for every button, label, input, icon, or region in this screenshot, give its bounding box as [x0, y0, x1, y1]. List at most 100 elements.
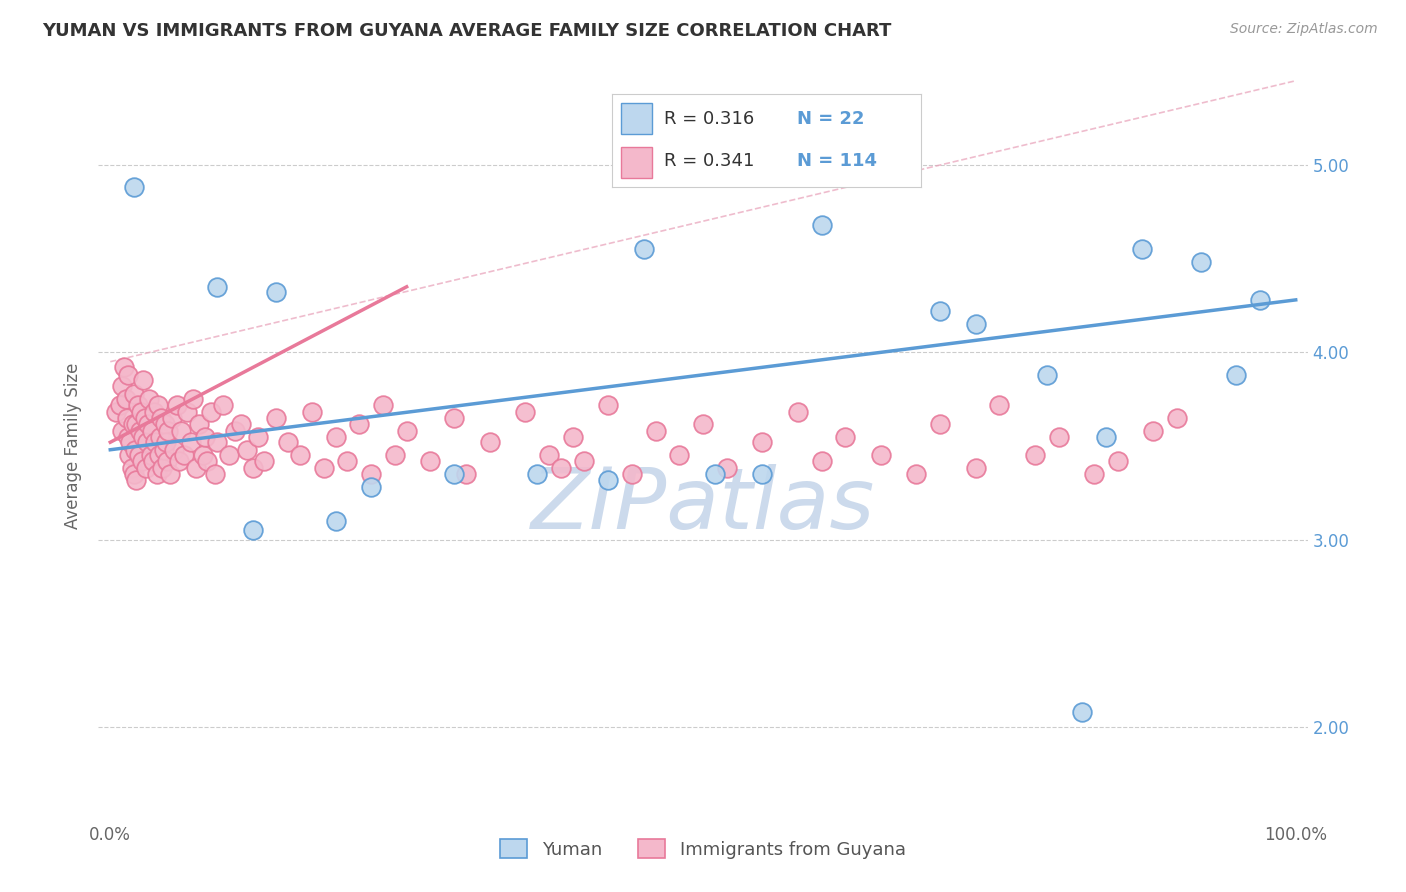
Point — [139, 449, 162, 463]
Point — [145, 467, 167, 482]
Point — [526, 467, 548, 482]
Point — [1047, 430, 1070, 444]
Point — [751, 435, 773, 450]
Point — [360, 480, 382, 494]
Point — [194, 430, 217, 444]
Point — [136, 435, 159, 450]
Point — [135, 461, 157, 475]
FancyBboxPatch shape — [621, 147, 652, 178]
Point — [120, 435, 142, 450]
FancyBboxPatch shape — [621, 103, 652, 134]
Point — [155, 435, 177, 450]
Point — [105, 405, 128, 419]
Point — [117, 368, 139, 382]
Point — [143, 405, 166, 419]
Point — [108, 398, 131, 412]
Point — [125, 473, 148, 487]
Point — [134, 411, 156, 425]
Point — [129, 424, 152, 438]
Point — [132, 430, 155, 444]
Point — [167, 454, 190, 468]
Point — [869, 449, 891, 463]
Point — [644, 424, 666, 438]
Point — [160, 411, 183, 425]
Text: YUMAN VS IMMIGRANTS FROM GUYANA AVERAGE FAMILY SIZE CORRELATION CHART: YUMAN VS IMMIGRANTS FROM GUYANA AVERAGE … — [42, 22, 891, 40]
Point — [197, 454, 219, 468]
Point — [128, 449, 150, 463]
Point — [124, 442, 146, 457]
Point — [1036, 368, 1059, 382]
Point — [550, 461, 572, 475]
Point — [537, 449, 560, 463]
Point — [1142, 424, 1164, 438]
Point — [157, 424, 180, 438]
Point — [384, 449, 406, 463]
Point — [125, 417, 148, 431]
Point — [633, 243, 655, 257]
Point — [264, 411, 287, 425]
Point — [235, 442, 257, 457]
Point — [716, 461, 738, 475]
Text: ZIPatlas: ZIPatlas — [531, 465, 875, 548]
Point — [515, 405, 537, 419]
Point — [205, 435, 228, 450]
Point — [598, 398, 620, 412]
Point — [142, 454, 165, 468]
Point — [419, 454, 441, 468]
Point — [191, 449, 214, 463]
Point — [173, 449, 195, 463]
Point — [166, 398, 188, 412]
Point — [360, 467, 382, 482]
Point — [152, 461, 174, 475]
Point — [114, 392, 136, 407]
Point — [180, 435, 202, 450]
Point — [114, 360, 136, 375]
Point — [181, 392, 204, 407]
Point — [229, 417, 252, 431]
Point — [218, 449, 240, 463]
Point — [1225, 368, 1247, 382]
Point — [1024, 449, 1046, 463]
Point — [148, 449, 170, 463]
Point — [247, 430, 270, 444]
Point — [132, 374, 155, 388]
Point — [325, 430, 347, 444]
Point — [347, 417, 370, 431]
Point — [1189, 255, 1212, 269]
Point — [131, 454, 153, 468]
Point — [253, 454, 276, 468]
Point — [561, 430, 583, 444]
Text: R = 0.316: R = 0.316 — [664, 110, 755, 128]
Point — [598, 473, 620, 487]
Point — [277, 435, 299, 450]
Point — [1095, 430, 1118, 444]
Point — [152, 442, 174, 457]
Point — [751, 467, 773, 482]
Point — [138, 392, 160, 407]
Point — [122, 386, 145, 401]
Point — [242, 524, 264, 538]
Point — [188, 417, 211, 431]
Point — [988, 398, 1011, 412]
Point — [159, 467, 181, 482]
Point — [204, 467, 226, 482]
Point — [118, 449, 141, 463]
Point — [810, 218, 832, 232]
Point — [312, 461, 335, 475]
Point — [301, 405, 323, 419]
Point — [1249, 293, 1271, 307]
Point — [965, 461, 987, 475]
Point — [242, 461, 264, 475]
Point — [371, 398, 394, 412]
Point — [121, 417, 143, 431]
Point — [205, 280, 228, 294]
Point — [150, 411, 173, 425]
Point — [288, 449, 311, 463]
Point — [574, 454, 596, 468]
Point — [443, 411, 465, 425]
Point — [136, 417, 159, 431]
Point — [443, 467, 465, 482]
Point — [129, 405, 152, 419]
Point — [1130, 243, 1153, 257]
Point — [170, 424, 193, 438]
